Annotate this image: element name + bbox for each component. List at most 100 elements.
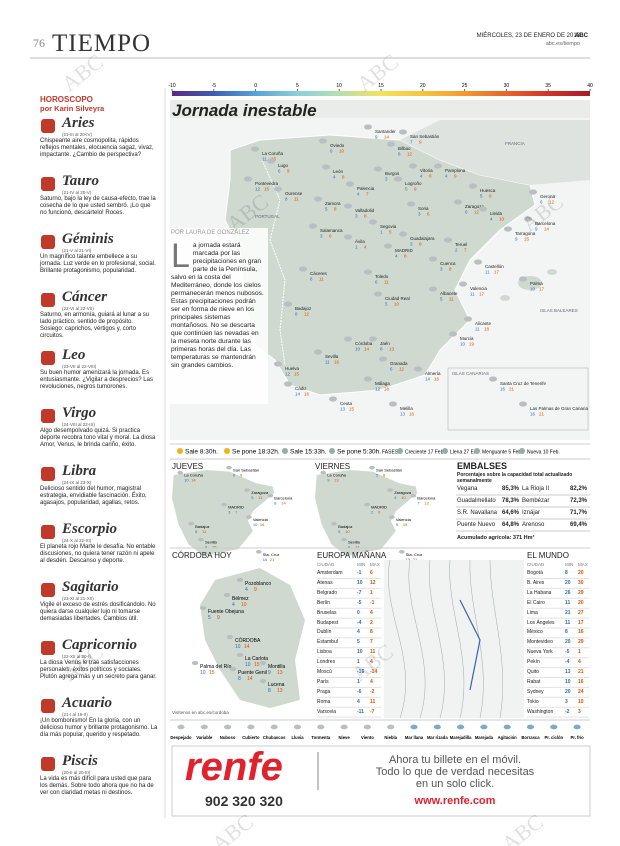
ibiza (500, 295, 510, 301)
city-min: 9 (327, 478, 330, 483)
table-cell: Pekín (527, 659, 540, 666)
weather-icon (191, 660, 199, 666)
weather-icon (369, 336, 377, 342)
sign-text: Saturno, en armonía, guiará al lunar a s… (40, 312, 150, 339)
city-min: 12 (285, 372, 291, 377)
city-max: 10 (345, 529, 350, 534)
city-min: 1 (380, 230, 383, 235)
sign-name: Aries (62, 115, 95, 131)
weather-icon (244, 176, 252, 182)
city-name: Málaga (375, 381, 390, 386)
weather-icon (389, 515, 395, 519)
city-name: Valencia (253, 517, 269, 522)
scale-label: 25 (462, 83, 468, 89)
weather-icon (399, 231, 407, 237)
city-min: 11 (485, 270, 490, 275)
isobar-map (384, 560, 524, 718)
city-max: 14 (364, 347, 370, 352)
city-name: Salamanca (320, 228, 343, 233)
table-cell: 16 (578, 678, 584, 685)
city-max: 21 (539, 412, 545, 417)
sign-glyph (41, 293, 55, 307)
embalse-cell: Puente Nuevo (457, 522, 496, 528)
weather-icon (314, 196, 322, 202)
sign-name: Capricornio (62, 637, 138, 653)
table-cell: Sydney (527, 688, 544, 695)
table-cell: -16 (357, 669, 365, 675)
city-max: 14 (355, 545, 360, 550)
city-min: 6 (540, 200, 543, 205)
embalses-total: Acumulado agrícola: 371 Hm³ (457, 535, 535, 541)
city-name: Córdoba (355, 341, 373, 346)
sign-name: Tauro (62, 173, 99, 189)
sign-dates: (21-III al 20-IV) (62, 132, 93, 137)
scale-label: 20 (420, 83, 426, 89)
section-title: TIEMPO (52, 30, 152, 57)
town-min: 4 (245, 587, 248, 593)
city-max: 10 (401, 495, 406, 500)
table-cell: México (527, 629, 543, 636)
city-min: 5 (405, 187, 408, 192)
cordoba-note: Visítenos en abc.es/cordoba (172, 710, 229, 715)
city-min: 6 (375, 280, 378, 285)
sign-name: Cáncer (62, 289, 107, 305)
weather-icon (384, 243, 392, 249)
table-cell: 4 (370, 609, 373, 616)
weather-icon (188, 521, 194, 526)
city-max: 17 (539, 287, 545, 292)
city-max: 16 (409, 412, 415, 417)
city-min: 8 (274, 501, 277, 506)
menorca (547, 269, 557, 275)
city-name: Lugo (278, 163, 289, 168)
legend-label: Marejadilla (450, 735, 472, 740)
scale-label: 40 (587, 83, 593, 89)
embalse-cell: S.R. Navallana (457, 510, 498, 516)
isobar (469, 559, 484, 719)
weather-icon (274, 186, 282, 192)
city-name: Badajoz (338, 524, 352, 529)
city-min: 11 (470, 292, 475, 297)
city-name: Lleida (490, 211, 503, 216)
embalses-subtitle: Porcentajes sobre la capacidad total act… (457, 472, 573, 484)
embalse-cell: Bembézar (522, 498, 550, 504)
table-cell: La Habana (527, 589, 552, 596)
embalse-cell: Guadalmellato (457, 498, 496, 504)
table-title: EL MUNDO (527, 551, 569, 560)
mini-title: JUEVES (172, 462, 204, 471)
city-name: Sta. Cruz (263, 552, 280, 557)
city-min: 9 (205, 545, 208, 550)
table-header: MIN (357, 562, 366, 567)
astro-icon (519, 448, 525, 454)
table-cell: 20 (565, 579, 571, 586)
weather-icon (504, 226, 512, 232)
table-cell: 30 (578, 579, 584, 586)
sign-dates: (24-VIII al 22-IX) (62, 422, 96, 427)
weather-icon (374, 291, 382, 297)
city-name: Guadalajara (410, 236, 435, 241)
city-min: 9 (515, 237, 518, 242)
city-name: Cuenca (440, 261, 456, 266)
table-cell: 11 (565, 619, 571, 626)
table-cell: -6 (357, 688, 362, 695)
table-cell: Varsovia (317, 708, 337, 715)
town-max: 15 (254, 662, 260, 668)
sign-glyph (41, 641, 55, 655)
weather-icon (433, 724, 441, 730)
table-cell: Nueva York (527, 649, 553, 656)
weather-icon (524, 216, 532, 222)
town-name: Montilla (268, 664, 285, 670)
astro-text: Creciente 17 Feb. (405, 450, 445, 456)
sign-text: Vigile el exceso de estrés dosificándolo… (40, 602, 156, 622)
table-cell: Ámsterdam (317, 570, 343, 576)
city-name: Almería (425, 371, 441, 376)
table-cell: Roma (317, 698, 331, 705)
city-name: Pontevedra (255, 181, 279, 186)
city-name: Zaragoza (465, 204, 485, 209)
city-max: 14 (191, 478, 196, 483)
sign-dates: (24-IX al 23-X) (62, 480, 92, 485)
table-cell: Washington (527, 708, 554, 715)
town-max: 13 (277, 688, 283, 694)
city-name: Las Palmas de Gran Canaria (530, 406, 589, 411)
town-max: 14 (247, 676, 253, 682)
table-cell: 1 (357, 659, 360, 666)
